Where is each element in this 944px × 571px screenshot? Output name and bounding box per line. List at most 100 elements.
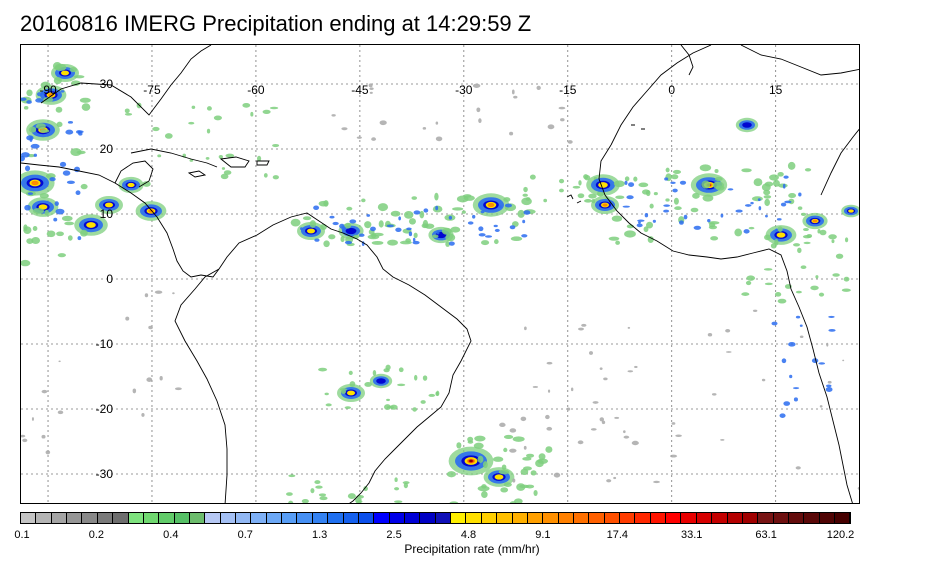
precip-cell <box>43 96 54 103</box>
precip-cell <box>811 358 819 364</box>
precip-cell <box>412 407 417 412</box>
precip-cell <box>764 198 770 207</box>
precip-cell <box>481 491 488 499</box>
coastline-north-america <box>21 162 220 278</box>
precip-cell <box>584 175 591 181</box>
precip-cell <box>623 430 626 434</box>
precip-cell <box>469 460 473 462</box>
precip-cell <box>478 226 484 232</box>
precip-cell <box>720 439 725 441</box>
precip-cell <box>626 195 634 200</box>
precip-cell <box>841 288 851 292</box>
precip-cell <box>371 240 384 245</box>
precip-cell <box>487 202 495 208</box>
precip-cell <box>774 292 782 297</box>
precip-cell <box>387 239 398 246</box>
colorbar-swatch <box>236 513 252 523</box>
precip-cell <box>71 80 81 86</box>
precip-cell <box>485 235 493 238</box>
precip-cell <box>242 102 251 108</box>
precip-cell <box>398 216 402 221</box>
precip-cell <box>674 206 682 211</box>
colorbar-swatch <box>481 513 498 523</box>
precip-cell <box>344 406 352 410</box>
precip-cell <box>798 192 802 197</box>
precip-cell <box>712 181 724 189</box>
precip-cell <box>714 176 723 182</box>
precip-cell <box>54 201 59 206</box>
precip-cell <box>125 316 130 321</box>
precip-cell <box>613 476 617 480</box>
precip-cell <box>792 387 800 390</box>
coastline-canary-islands <box>631 124 645 130</box>
precip-cell <box>828 328 836 332</box>
latitude-label: 30 <box>100 77 114 91</box>
coastline-iberia <box>680 45 694 76</box>
precip-cell <box>818 362 826 365</box>
precip-cell <box>500 487 509 493</box>
precip-cell <box>546 361 553 365</box>
precip-cell <box>818 292 825 297</box>
precip-cell <box>39 192 49 199</box>
precip-cell <box>56 231 64 237</box>
precip-cell <box>154 290 163 294</box>
precip-cell <box>665 198 670 202</box>
precip-cell <box>819 405 823 408</box>
precip-cell <box>643 226 649 233</box>
colorbar-swatch <box>773 513 789 523</box>
precip-cell <box>501 464 507 470</box>
map-canvas: -90 -75 -60 -45 -30 -15 0 15 30 20 10 0 -10 -20 -30 <box>21 45 859 503</box>
colorbar-swatch <box>251 513 267 523</box>
precip-cell <box>835 253 844 259</box>
precip-cell <box>152 126 160 132</box>
precip-cell <box>476 107 481 113</box>
precip-cell <box>538 453 546 460</box>
precip-cell <box>394 487 400 491</box>
precip-cell <box>772 179 780 187</box>
precip-cell <box>341 127 348 131</box>
colorbar-swatch <box>266 513 283 523</box>
latitude-labels: 30 20 10 0 -10 -20 -30 <box>96 77 114 481</box>
precip-cell <box>221 167 226 170</box>
precip-cell <box>24 204 31 211</box>
precip-cell <box>57 410 64 415</box>
precip-cell <box>566 407 571 411</box>
precip-cell <box>614 416 620 419</box>
precip-cell <box>510 236 523 242</box>
precip-cell <box>213 115 222 121</box>
precip-cell <box>23 224 28 232</box>
colorbar-swatch <box>297 513 313 523</box>
colorbar-swatch <box>835 513 850 523</box>
precip-cell <box>693 225 702 230</box>
precip-cell <box>746 275 756 281</box>
precip-cell <box>636 223 643 228</box>
precip-cell <box>675 434 682 438</box>
precip-cell <box>727 188 734 191</box>
precip-cell <box>385 364 391 371</box>
precip-cell <box>21 155 25 162</box>
precip-cell <box>449 501 459 503</box>
precip-cell <box>652 219 656 223</box>
longitude-label: -15 <box>559 83 577 97</box>
coastline-east-africa <box>820 128 859 196</box>
precip-cell <box>45 450 51 455</box>
longitude-label: -90 <box>39 83 57 97</box>
colorbar-swatch <box>51 513 68 523</box>
precip-cell <box>742 122 752 128</box>
colorbar-swatch <box>527 513 544 523</box>
coastline-puerto-rico <box>256 160 270 166</box>
precip-cell <box>800 265 807 269</box>
precip-cell <box>499 422 506 428</box>
precip-cell <box>826 342 829 347</box>
precip-cell <box>435 121 439 125</box>
precip-cell <box>48 93 54 97</box>
precip-cell <box>358 233 365 237</box>
precip-cell <box>857 486 859 490</box>
colorbar-swatch <box>666 513 682 523</box>
precip-cell <box>32 207 45 214</box>
precip-cell <box>777 226 783 233</box>
precip-cell <box>653 191 658 196</box>
precip-cell <box>734 228 743 237</box>
precip-cell <box>441 227 452 235</box>
precip-cell <box>478 118 482 124</box>
